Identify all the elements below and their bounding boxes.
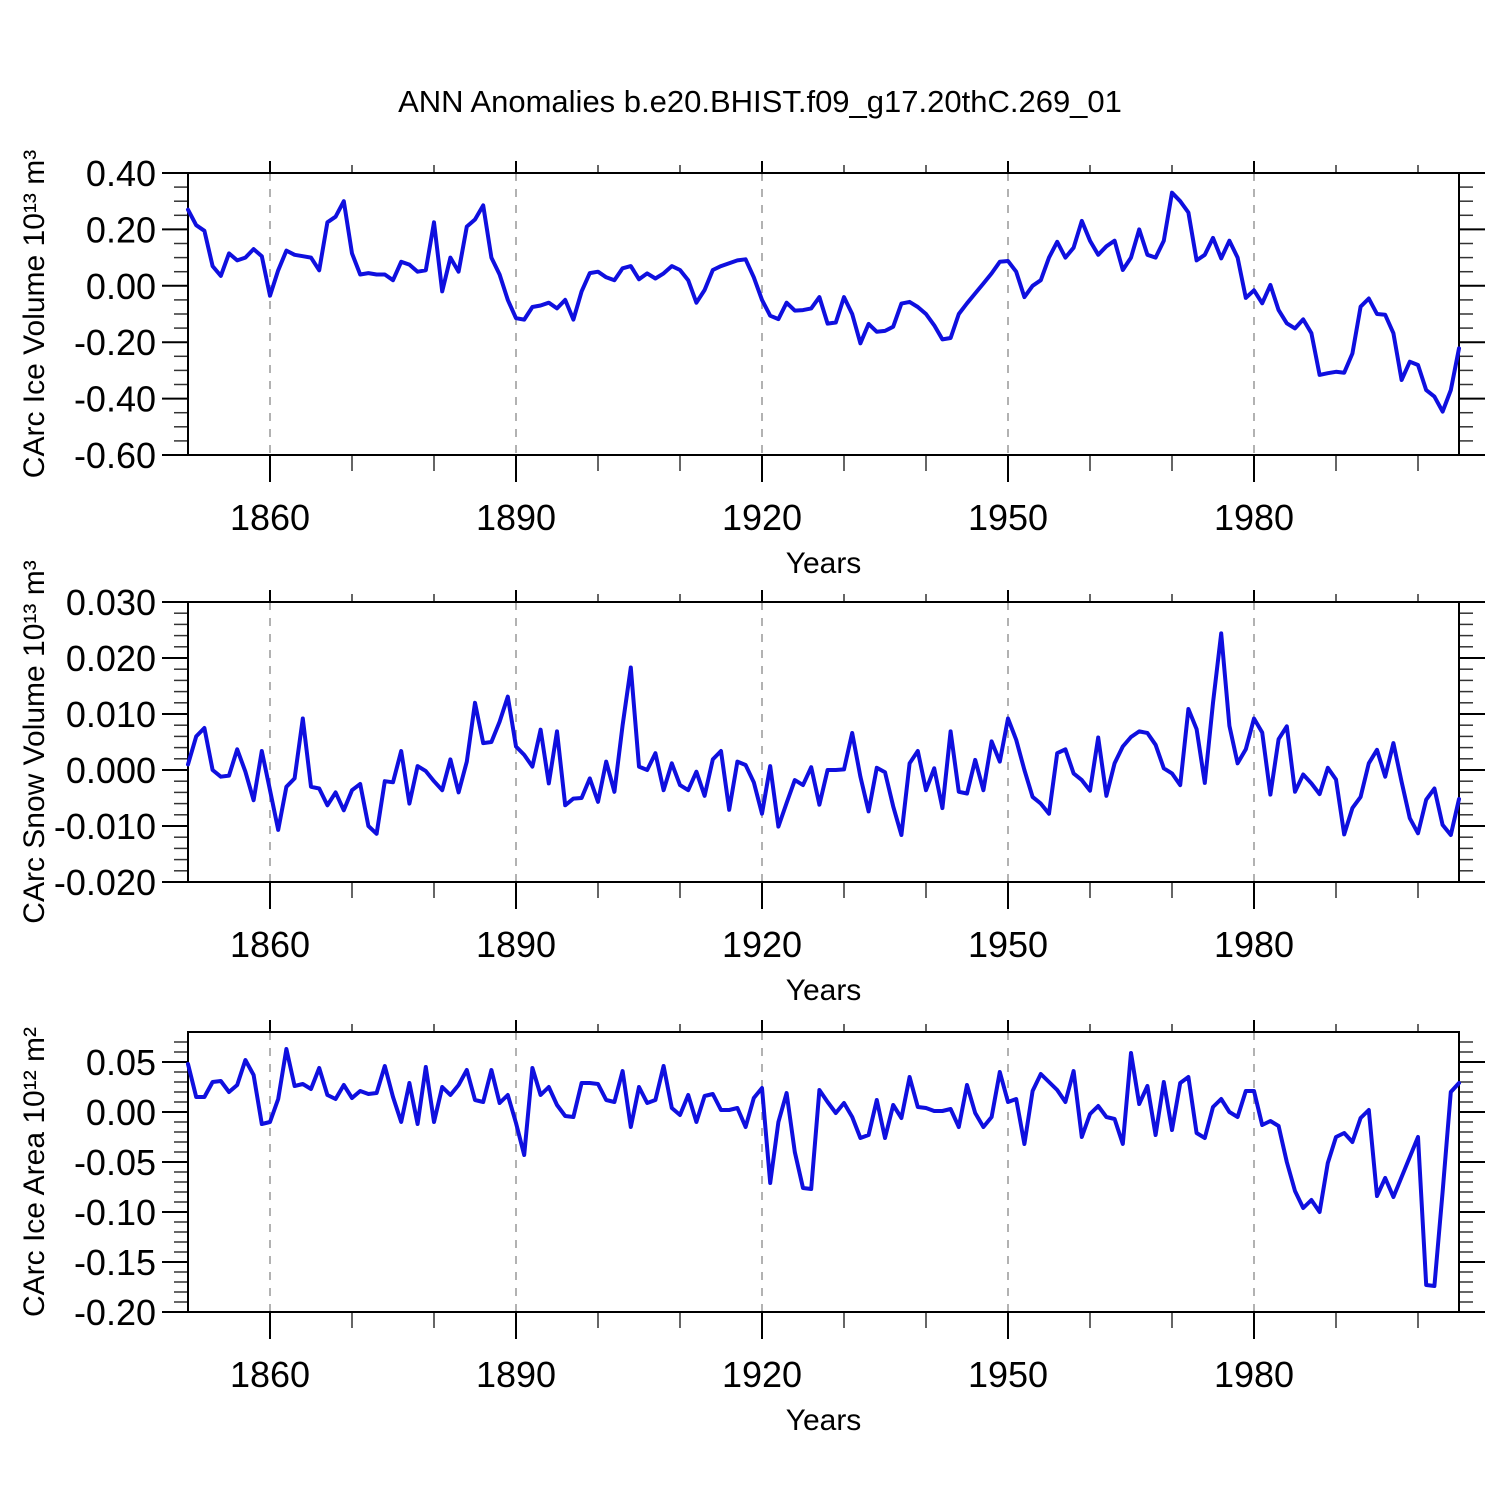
x-tick-label: 1920: [722, 497, 802, 538]
x-tick-label: 1860: [230, 924, 310, 965]
x-axis-title: Years: [786, 547, 862, 580]
x-axis-title: Years: [786, 974, 862, 1007]
y-tick-label: -0.60: [74, 435, 156, 476]
y-tick-label: 0.030: [66, 582, 156, 623]
y-axis-title: CArc Ice Area 10¹² m²: [18, 1027, 51, 1317]
x-tick-label: 1890: [476, 924, 556, 965]
y-tick-label: -0.05: [74, 1142, 156, 1183]
y-axis-title: CArc Snow Volume 10¹³ m³: [18, 560, 51, 923]
x-tick-label: 1890: [476, 497, 556, 538]
y-tick-label: -0.010: [54, 806, 156, 847]
y-tick-label: 0.05: [86, 1042, 156, 1083]
x-tick-label: 1890: [476, 1354, 556, 1395]
x-tick-label: 1920: [722, 924, 802, 965]
y-tick-label: -0.15: [74, 1242, 156, 1283]
y-tick-label: 0.020: [66, 638, 156, 679]
y-tick-label: 0.000: [66, 750, 156, 791]
y-axis-title: CArc Ice Volume 10¹³ m³: [18, 150, 51, 478]
y-tick-label: -0.40: [74, 379, 156, 420]
x-tick-label: 1980: [1214, 1354, 1294, 1395]
x-tick-label: 1980: [1214, 924, 1294, 965]
y-tick-label: -0.020: [54, 862, 156, 903]
data-line-2: [186, 1047, 1461, 1288]
x-tick-label: 1950: [968, 497, 1048, 538]
x-tick-label: 1950: [968, 1354, 1048, 1395]
plot-frame: [187, 1031, 1460, 1313]
y-tick-label: -0.20: [74, 1292, 156, 1333]
x-tick-label: 1980: [1214, 497, 1294, 538]
x-tick-label: 1860: [230, 1354, 310, 1395]
plot-frame: [187, 172, 1460, 456]
plot-frame: [187, 601, 1460, 883]
data-line-0: [186, 190, 1461, 414]
y-tick-label: 0.00: [86, 1092, 156, 1133]
data-line-1: [186, 631, 1461, 837]
y-tick-label: -0.20: [74, 322, 156, 363]
x-tick-label: 1860: [230, 497, 310, 538]
y-tick-label: 0.40: [86, 153, 156, 194]
y-tick-label: 0.20: [86, 209, 156, 250]
x-tick-label: 1950: [968, 924, 1048, 965]
y-tick-label: -0.10: [74, 1192, 156, 1233]
chart-title: ANN Anomalies b.e20.BHIST.f09_g17.20thC.…: [398, 84, 1122, 119]
x-axis-title: Years: [786, 1404, 862, 1437]
y-tick-label: 0.00: [86, 266, 156, 307]
x-tick-label: 1920: [722, 1354, 802, 1395]
y-tick-label: 0.010: [66, 694, 156, 735]
